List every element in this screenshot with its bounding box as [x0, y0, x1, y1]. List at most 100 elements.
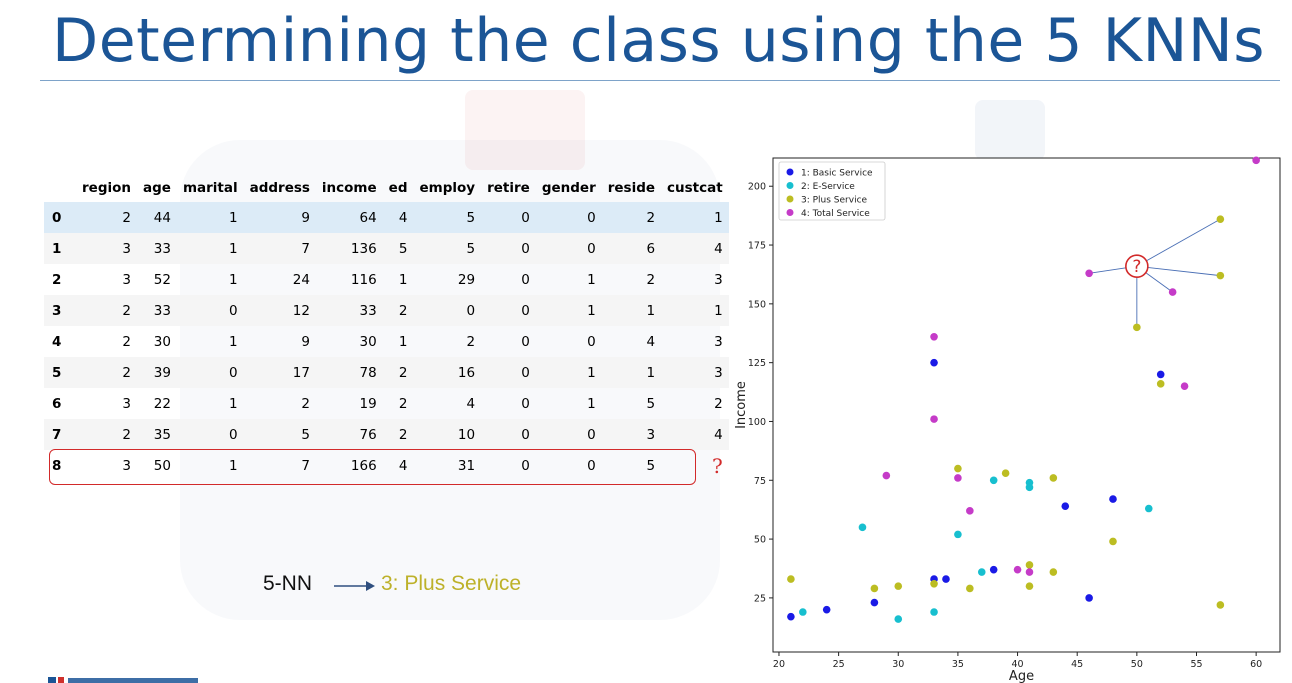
table-cell: 0 — [521, 395, 530, 412]
data-point — [1133, 323, 1141, 332]
table-cell: 4 — [466, 395, 476, 412]
table-cell: 22 — [153, 395, 171, 412]
neighbor-link — [1136, 265, 1221, 277]
background-shape-blue — [975, 100, 1045, 160]
table-row: 2 3 52 1 24 116 1 29 0 1 2 3 — [44, 264, 729, 295]
table-cell: 1 — [587, 271, 596, 288]
data-point — [1180, 382, 1189, 390]
row-index: 7 — [44, 419, 76, 450]
table-cell: 0 — [481, 295, 536, 326]
table-cell: 166 — [350, 457, 377, 474]
legend-marker — [786, 209, 794, 216]
data-point — [858, 523, 867, 532]
knn-result: 3: Plus Service — [381, 572, 522, 595]
table-cell: 2 — [398, 395, 408, 412]
table-cell: 1 — [176, 202, 244, 233]
table-cell: 1 — [229, 271, 238, 288]
data-point — [1061, 502, 1070, 510]
data-point — [966, 584, 974, 593]
query-point-label: ? — [1132, 257, 1141, 277]
data-point — [1216, 271, 1225, 280]
table-cell: 1 — [398, 333, 408, 350]
table-cell: 2 — [76, 419, 137, 450]
table-row: 8 3 50 1 7 166 4 31 0 0 5? — [44, 450, 729, 481]
table-cell: 5 — [413, 233, 482, 264]
column-header — [44, 174, 76, 202]
table-cell: 2 — [646, 271, 656, 288]
x-tick-label: 40 — [1012, 659, 1024, 670]
data-point — [1216, 601, 1225, 609]
table-cell: 39 — [137, 357, 177, 388]
legend-label: 2: E-Service — [801, 182, 855, 192]
row-index: 8 — [52, 457, 62, 474]
table-cell: 50 — [153, 457, 171, 474]
legend-label: 1: Basic Service — [801, 169, 873, 179]
table-cell: 0 — [521, 271, 530, 288]
data-point — [1109, 537, 1117, 546]
row-index: 4 — [52, 333, 62, 350]
y-tick-label: 75 — [754, 476, 766, 487]
data-point — [930, 579, 938, 588]
table-cell: 1 — [587, 395, 596, 412]
legend-marker — [786, 168, 794, 176]
table-cell: 17 — [243, 357, 316, 388]
table-cell: 2 — [76, 357, 137, 388]
chart-legend: 1: Basic Service 2: E-Service 3: Plus Serv… — [778, 161, 886, 221]
table-cell: 2 — [382, 357, 414, 388]
legend-marker — [786, 195, 794, 203]
y-tick-label: 50 — [754, 535, 766, 546]
table-cell: 1 — [176, 233, 244, 264]
table-cell: 1 — [398, 271, 408, 288]
query-row-highlight — [49, 449, 696, 485]
data-point — [989, 565, 998, 574]
column-header: custcat — [667, 180, 723, 196]
x-tick-label: 55 — [1190, 659, 1202, 670]
y-tick-label: 25 — [754, 593, 766, 604]
table-cell: 33 — [315, 295, 383, 326]
y-tick-label: 150 — [748, 299, 766, 310]
table-cell: 0 — [535, 202, 602, 233]
table-cell: 0 — [176, 357, 244, 388]
data-point — [1156, 370, 1165, 379]
data-point — [930, 415, 938, 423]
data-point — [930, 332, 938, 341]
company-logo — [48, 677, 198, 683]
x-tick-label: 50 — [1131, 659, 1143, 670]
table-cell: 2 — [122, 333, 131, 350]
column-header: reside — [607, 180, 656, 196]
table-cell: 4 — [661, 419, 729, 450]
table-cell: 1 — [229, 457, 238, 474]
table-cell: 1 — [535, 357, 602, 388]
table-cell: 78 — [315, 357, 383, 388]
table-cell: 5 — [243, 419, 316, 450]
table-cell: 24 — [292, 271, 310, 288]
table-cell: 5 — [413, 202, 482, 233]
table-cell: 1 — [661, 202, 729, 233]
x-tick-label: 25 — [833, 659, 845, 670]
data-point — [930, 358, 938, 367]
customer-table: region age marital address income ed employ ret… — [44, 174, 729, 481]
background-shape-red — [465, 90, 585, 170]
data-point — [954, 474, 962, 482]
data-point — [894, 615, 903, 623]
table-cell: 5 — [646, 395, 656, 412]
data-point — [1049, 568, 1058, 576]
row-index: 3 — [44, 295, 76, 326]
table-cell: 3 — [714, 333, 723, 350]
title-divider — [40, 80, 1280, 81]
data-point — [1001, 469, 1010, 478]
table-row: 5 2 39 0 17 78 2 16 0 1 1 3 — [44, 357, 729, 388]
table-cell: 0 — [481, 419, 536, 450]
scatter-chart: 20 25 30 35 40 45 50 55 60 25 50 75 100 125 150 175 200 A… — [735, 156, 1281, 683]
table-cell: 0 — [587, 457, 596, 474]
data-point — [894, 582, 903, 590]
table-row: 4 2 30 1 9 30 1 2 0 0 4 3 — [44, 326, 729, 357]
x-axis-label: Age — [1009, 669, 1034, 683]
data-point — [954, 464, 962, 473]
table-cell: 35 — [137, 419, 177, 450]
legend-label: 4: Total Service — [801, 209, 870, 219]
table-cell: 3 — [714, 271, 723, 288]
data-point — [822, 605, 831, 614]
data-point — [942, 575, 950, 583]
row-index: 2 — [52, 271, 62, 288]
